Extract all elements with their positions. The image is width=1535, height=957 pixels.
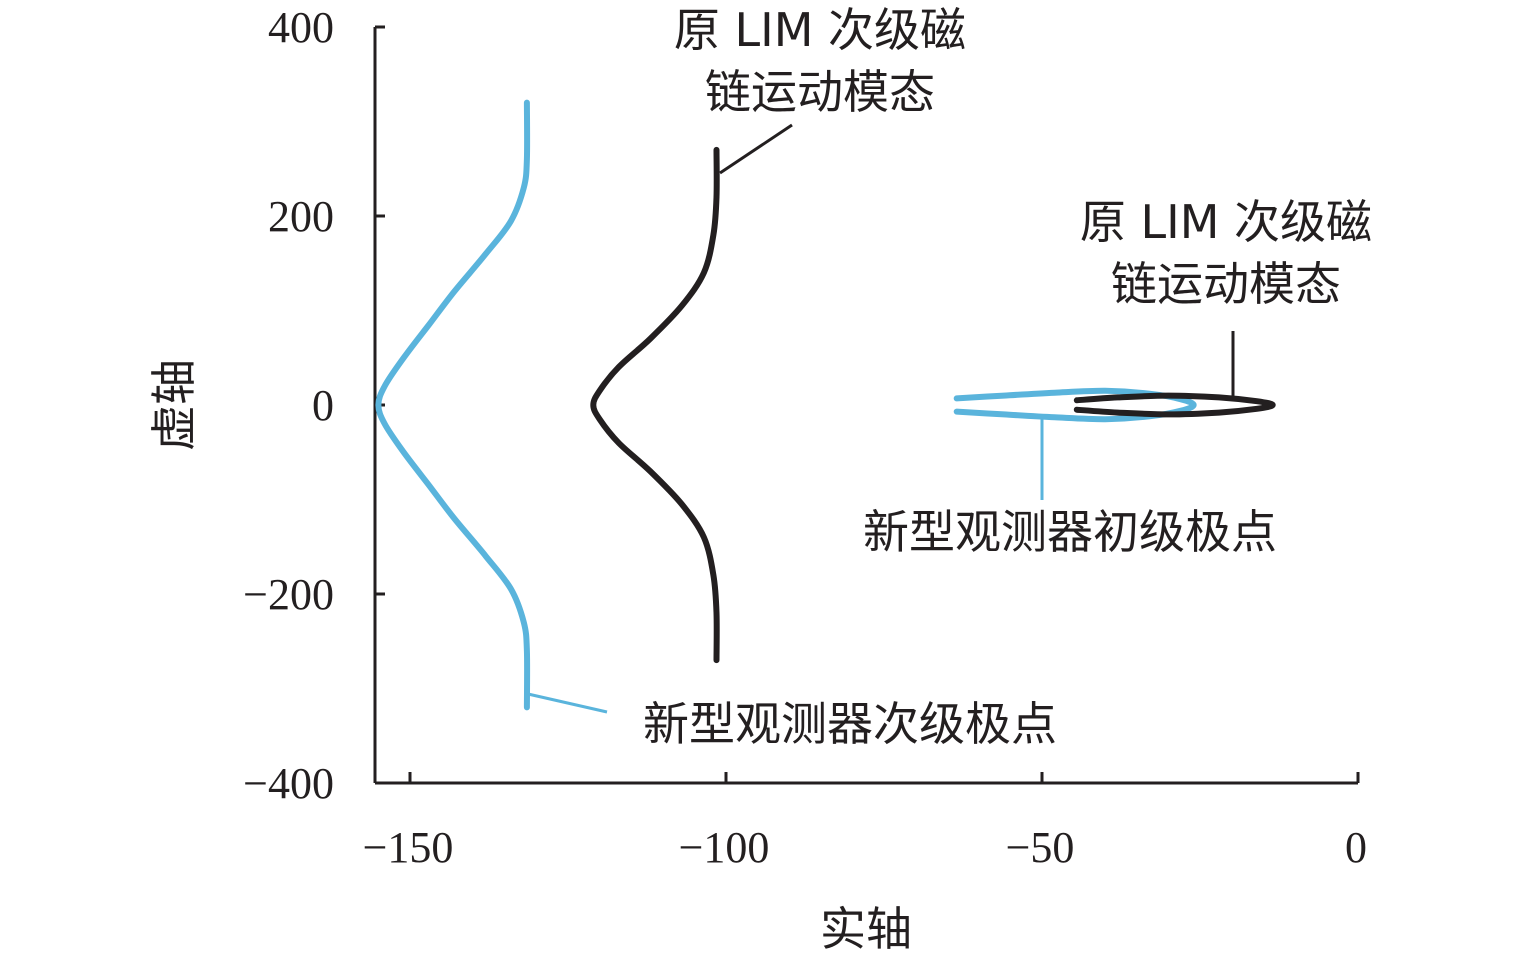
series-group (375, 99, 1276, 711)
y-tick-labels: 400 200 0 −200 −400 (243, 3, 334, 808)
annotation-new-observer-primary: 新型观测器初级极点 (863, 505, 1277, 559)
x-axis-label: 实轴 (820, 902, 912, 956)
y-tick-label: −200 (243, 570, 334, 619)
x-tick-marks (408, 772, 1360, 783)
series-line-original-secondary (590, 146, 720, 664)
x-tick-labels: −150 −100 −50 0 (363, 823, 1367, 872)
y-tick-label: 0 (312, 381, 334, 430)
annotation-original-upper-line1: 原 LIM 次级磁 (674, 3, 966, 57)
leader-line-original-upper (719, 123, 793, 175)
annotation-original-right-line2: 链运动模态 (1111, 257, 1341, 311)
annotation-new-observer-secondary: 新型观测器次级极点 (643, 697, 1057, 751)
x-tick-label: −50 (1006, 823, 1075, 872)
series-line-original-primary (1073, 392, 1276, 418)
series-line-new-observer-secondary (375, 99, 531, 711)
x-tick-label: −100 (679, 823, 770, 872)
x-tick-label: 0 (1345, 823, 1367, 872)
y-tick-label: −400 (243, 759, 334, 808)
y-tick-label: 200 (268, 192, 334, 241)
y-axis-label: 虚轴 (147, 359, 201, 451)
annotation-original-right-line1: 原 LIM 次级磁 (1080, 195, 1372, 249)
y-tick-label: 400 (268, 3, 334, 52)
x-tick-label: −150 (363, 823, 454, 872)
annotation-original-upper-line2: 链运动模态 (705, 65, 935, 119)
leader-line-new-secondary (527, 692, 608, 714)
series-line-new-observer-primary (953, 387, 1197, 423)
